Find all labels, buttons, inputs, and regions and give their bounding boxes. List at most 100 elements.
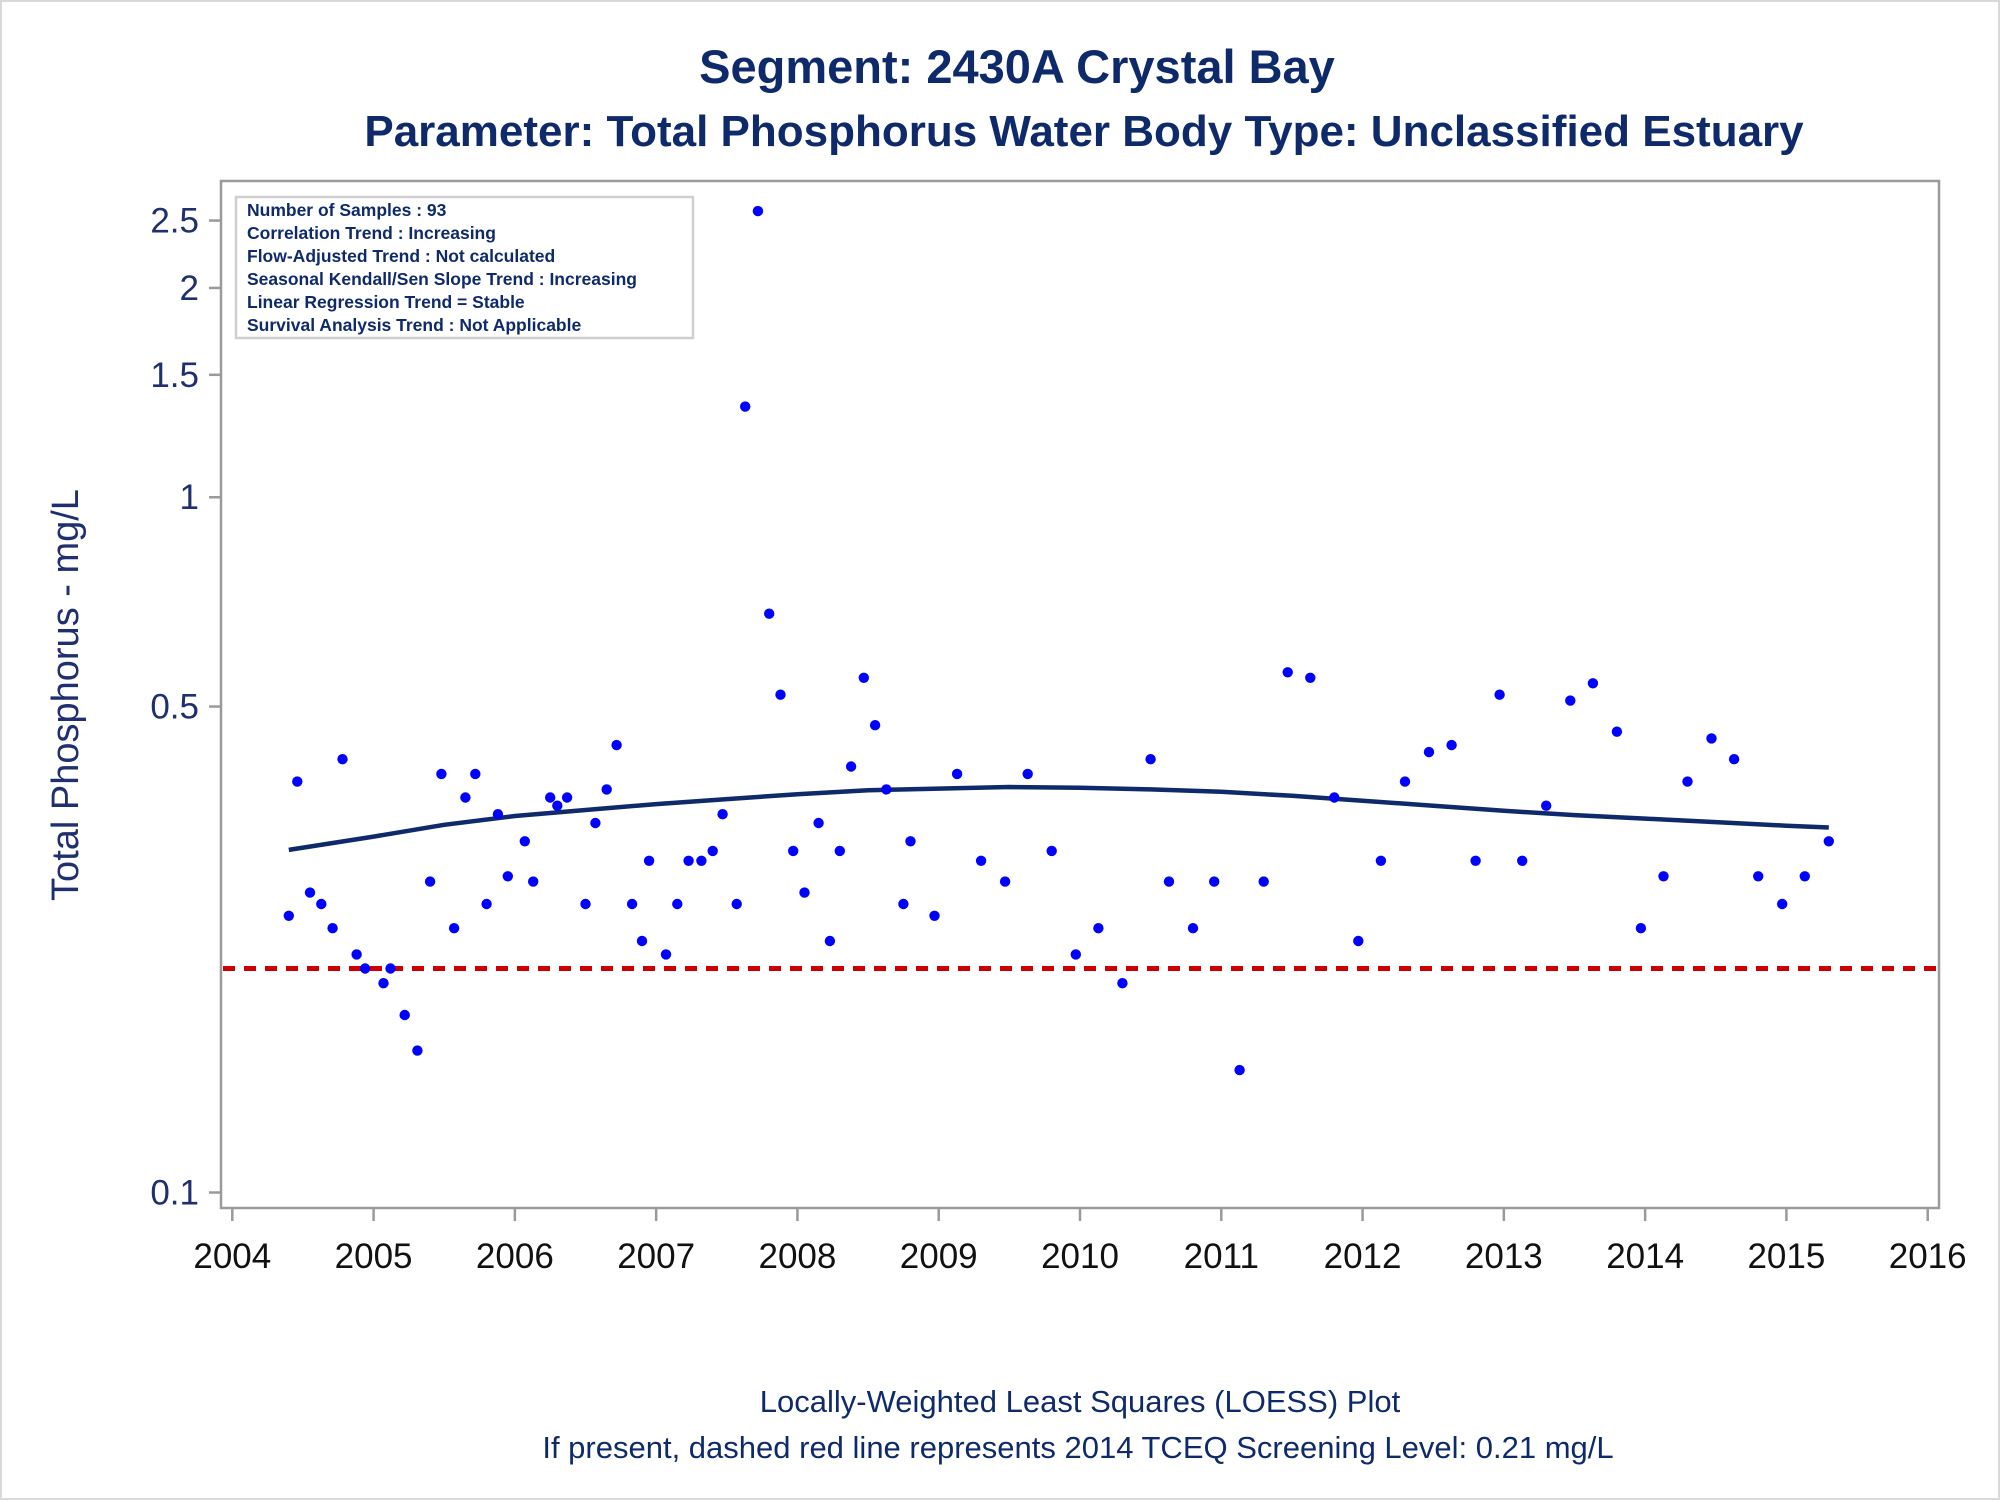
y-tick-label: 2 xyxy=(180,269,199,308)
x-tick-label: 2009 xyxy=(900,1237,978,1276)
data-point xyxy=(834,845,845,857)
x-tick-label: 2010 xyxy=(1041,1237,1119,1276)
data-point xyxy=(1305,672,1316,683)
y-tick-label: 2.5 xyxy=(150,202,199,241)
data-point xyxy=(1517,855,1528,866)
data-point xyxy=(660,949,672,960)
stats-line: Number of Samples : 93 xyxy=(247,200,447,220)
data-point xyxy=(740,401,751,412)
data-point xyxy=(412,1045,423,1056)
data-point xyxy=(1753,871,1764,882)
data-point xyxy=(385,963,396,974)
data-point xyxy=(470,768,481,780)
x-tick-label: 2005 xyxy=(335,1237,413,1276)
data-point xyxy=(502,871,513,882)
data-point xyxy=(1823,836,1835,847)
data-point xyxy=(1117,978,1128,989)
data-point xyxy=(858,672,869,683)
data-point xyxy=(764,608,775,619)
data-point xyxy=(351,949,362,960)
data-point xyxy=(1706,733,1717,744)
data-point xyxy=(775,689,786,700)
data-point xyxy=(436,768,447,780)
loess-curve-group xyxy=(288,784,1829,853)
data-point xyxy=(316,898,327,910)
data-point xyxy=(1635,923,1647,934)
data-point xyxy=(626,898,638,910)
data-point xyxy=(1093,923,1104,934)
data-point xyxy=(683,855,694,866)
data-point xyxy=(448,923,460,934)
data-point xyxy=(283,910,294,921)
data-point xyxy=(752,205,764,217)
footnote-loess: Locally-Weighted Least Squares (LOESS) P… xyxy=(760,1384,1401,1419)
x-axis: 2004 2005 2006 2007 2008 2009 2010 2011 2012 2013… xyxy=(193,1208,1967,1276)
x-tick-label: 2011 xyxy=(1184,1237,1259,1276)
data-point xyxy=(1070,949,1082,960)
y-axis: 0.1 0.5 1 1.5 2 2.5 xyxy=(150,202,221,1213)
y-tick-label: 0.1 xyxy=(150,1174,199,1213)
data-point xyxy=(824,935,836,947)
data-point xyxy=(1565,695,1576,706)
data-point xyxy=(359,963,371,974)
data-point xyxy=(672,898,683,910)
sample-points xyxy=(283,205,1835,1076)
data-point xyxy=(1799,871,1811,882)
data-point xyxy=(1353,935,1364,947)
data-point xyxy=(717,809,728,820)
data-point xyxy=(636,935,648,947)
x-tick-label: 2006 xyxy=(476,1237,554,1276)
data-point xyxy=(327,923,338,934)
data-point xyxy=(1682,776,1693,787)
data-point xyxy=(1587,678,1599,689)
data-point xyxy=(399,1009,410,1021)
data-point xyxy=(1022,768,1033,780)
data-point xyxy=(460,792,471,803)
stats-line: Flow-Adjusted Trend : Not calculated xyxy=(247,246,555,266)
stats-line: Linear Regression Trend = Stable xyxy=(247,292,525,312)
y-tick-label: 0.5 xyxy=(150,688,199,727)
data-point xyxy=(1375,855,1387,866)
data-point xyxy=(975,855,987,866)
data-point xyxy=(1470,855,1481,866)
y-tick-label: 1 xyxy=(180,478,199,517)
stats-box: Number of Samples : 93 Correlation Trend … xyxy=(234,195,695,340)
data-point xyxy=(1777,898,1788,910)
data-point xyxy=(1611,726,1623,737)
data-point xyxy=(601,784,612,795)
data-point xyxy=(424,876,436,887)
chart-subtitle: Parameter: Total Phosphorus Water Body T… xyxy=(364,107,1804,156)
data-point xyxy=(481,898,492,910)
data-point xyxy=(580,898,591,910)
data-point xyxy=(528,876,539,887)
x-tick-label: 2016 xyxy=(1889,1237,1967,1276)
data-point xyxy=(378,978,389,989)
loess-curve xyxy=(288,784,1829,853)
x-tick-label: 2007 xyxy=(617,1237,695,1276)
data-point xyxy=(1282,667,1293,678)
x-tick-label: 2012 xyxy=(1324,1237,1402,1276)
data-point xyxy=(561,792,573,803)
data-point xyxy=(519,836,530,847)
x-tick-label: 2004 xyxy=(193,1237,271,1276)
data-point xyxy=(1187,923,1199,934)
data-point xyxy=(881,784,892,795)
x-tick-label: 2008 xyxy=(758,1237,836,1276)
stats-box-frame xyxy=(234,195,695,340)
stats-line: Seasonal Kendall/Sen Slope Trend : Incre… xyxy=(247,269,637,289)
data-point xyxy=(1329,792,1340,803)
data-point xyxy=(731,898,742,910)
data-point xyxy=(898,898,909,910)
data-point xyxy=(929,910,940,921)
footnote-screening: If present, dashed red line represents 2… xyxy=(542,1430,1613,1465)
data-point xyxy=(799,887,810,898)
data-point xyxy=(1163,876,1175,887)
x-tick-label: 2013 xyxy=(1465,1237,1543,1276)
data-point xyxy=(1658,871,1669,882)
data-point xyxy=(643,855,655,866)
data-point xyxy=(1234,1064,1245,1076)
data-point xyxy=(845,761,857,772)
data-point xyxy=(788,845,799,857)
data-point xyxy=(552,800,563,811)
